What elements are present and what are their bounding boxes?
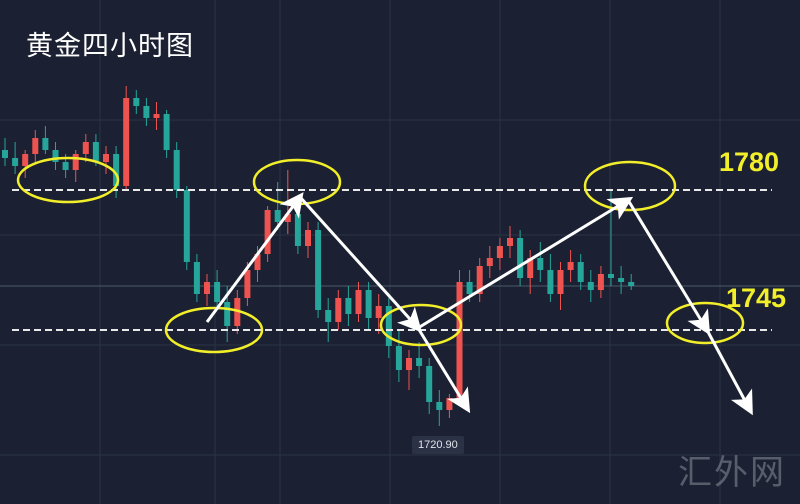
candle-body <box>567 262 574 270</box>
candle-body <box>92 142 99 162</box>
candle-body <box>244 270 251 298</box>
projection-arrow <box>298 195 423 333</box>
candle-body <box>72 154 79 170</box>
candle-body <box>52 150 59 162</box>
candle-body <box>597 274 604 290</box>
candle-body <box>527 258 534 278</box>
highlight-circle <box>665 301 745 345</box>
highlight-circle <box>16 156 120 204</box>
candle-body <box>587 282 594 290</box>
candle-body <box>133 98 140 106</box>
candle-body <box>62 162 69 170</box>
candle-body <box>345 298 352 314</box>
candle-body <box>486 258 493 266</box>
projection-arrow <box>705 329 753 416</box>
candle-body <box>618 278 625 282</box>
candle-body <box>153 114 160 118</box>
candle-body <box>2 150 8 158</box>
candle-body <box>537 258 544 270</box>
highlight-circle <box>252 158 342 206</box>
candle-body <box>234 298 241 326</box>
candle-body <box>294 214 301 246</box>
candle-body <box>82 142 89 154</box>
candle-body <box>365 290 372 318</box>
candle-body <box>274 210 281 222</box>
candle-body <box>577 262 584 282</box>
candle-body <box>385 306 392 346</box>
candle-body <box>173 150 180 190</box>
candle-body <box>224 302 231 326</box>
chart-title: 黄金四小时图 <box>26 31 194 62</box>
candle-body <box>32 138 39 154</box>
candle-body <box>254 254 261 270</box>
candle-body <box>476 266 483 294</box>
candle-body <box>426 366 433 402</box>
low-price-tag: 1720.90 <box>412 436 464 454</box>
candle-body <box>335 298 342 322</box>
candle-body <box>264 210 271 254</box>
candle-body <box>12 158 19 166</box>
candle-body <box>42 138 49 150</box>
candle-body <box>204 282 210 294</box>
projection-arrow <box>416 327 471 414</box>
candle-body <box>214 282 221 302</box>
projection-arrow <box>626 199 711 336</box>
candle-body <box>325 310 332 322</box>
candle-body <box>375 306 382 318</box>
level-label-1745: 1745 <box>726 283 787 313</box>
candle-body <box>436 402 443 410</box>
candle-body <box>547 270 554 294</box>
candle-body <box>355 290 362 314</box>
candle-body <box>416 358 423 366</box>
candle-body <box>123 98 130 186</box>
candle-body <box>496 246 503 258</box>
candle-body <box>183 190 190 262</box>
candle-body <box>143 106 150 118</box>
candle-body <box>507 238 513 246</box>
candle-body <box>456 282 463 398</box>
candle-body <box>22 154 29 166</box>
candle-body <box>193 262 200 294</box>
candle-body <box>466 282 473 294</box>
candle-body <box>446 398 453 410</box>
candle-body <box>113 154 120 186</box>
candle-body <box>395 346 402 370</box>
level-label-1780: 1780 <box>719 147 780 177</box>
watermark: 汇外网 <box>678 453 786 493</box>
projection-arrow <box>205 192 304 323</box>
candle-body <box>305 230 311 246</box>
candle-body <box>628 282 635 286</box>
candle-body <box>163 114 170 150</box>
candle-body <box>103 154 109 162</box>
highlight-circle <box>164 306 264 354</box>
candle-body <box>315 230 322 310</box>
candle-body <box>406 358 412 370</box>
candle-body <box>557 270 564 294</box>
candle-body <box>517 238 524 278</box>
projection-arrow <box>417 196 634 330</box>
highlight-circle <box>379 303 463 347</box>
candle-body <box>608 274 614 278</box>
